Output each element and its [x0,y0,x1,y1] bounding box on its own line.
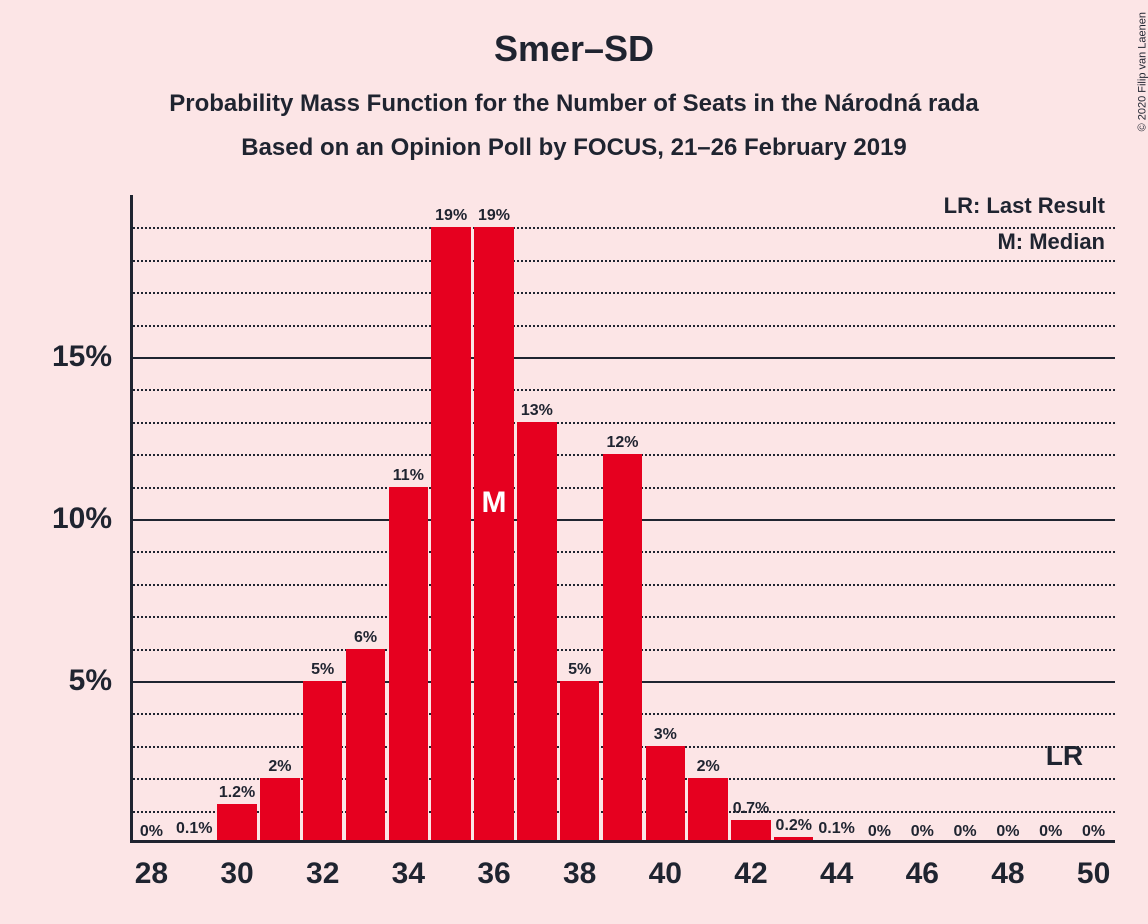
x-axis-tick-label: 46 [906,843,939,891]
bar: 3% [646,746,685,843]
legend: LR: Last Result M: Median [944,193,1105,255]
bar-value-label: 13% [521,402,553,422]
bar-value-label: 0.2% [776,817,812,837]
bar-value-label: 2% [697,758,720,778]
bar: 12% [603,454,642,843]
last-result-marker: LR [1046,740,1083,772]
bar: 5% [303,681,342,843]
bar-value-label: 2% [268,758,291,778]
y-axis-tick-label: 15% [52,340,130,374]
gridline-major [130,357,1115,359]
gridline-minor [130,260,1115,262]
bar: 13% [517,422,556,843]
chart-subtitle-2: Based on an Opinion Poll by FOCUS, 21–26… [0,118,1148,162]
x-axis-tick-label: 38 [563,843,596,891]
x-axis-tick-label: 50 [1077,843,1110,891]
y-axis-tick-label: 10% [52,502,130,536]
chart-plot-area: 5%10%15%0%0.1%1.2%2%5%6%11%19%19%M13%5%1… [130,195,1115,843]
chart-subtitle-1: Probability Mass Function for the Number… [0,70,1148,118]
x-axis-tick-label: 48 [991,843,1024,891]
x-axis-tick-label: 42 [734,843,767,891]
bar-value-label: 5% [311,661,334,681]
y-axis-tick-label: 5% [69,664,130,698]
gridline-minor [130,325,1115,327]
x-axis-tick-label: 44 [820,843,853,891]
bar-value-label: 12% [606,434,638,454]
x-axis-tick-label: 34 [392,843,425,891]
bar: 19% [431,227,470,843]
legend-lr: LR: Last Result [944,193,1105,219]
x-axis-tick-label: 28 [135,843,168,891]
bar: 5% [560,681,599,843]
bar-value-label: 5% [568,661,591,681]
bar-value-label: 0.7% [733,800,769,820]
bar-value-label: 6% [354,629,377,649]
y-axis-line [130,195,133,843]
median-marker: M [482,486,507,520]
bar-value-label: 0.1% [176,820,212,840]
bar-value-label: 19% [435,207,467,227]
bar-value-label: 0.1% [818,820,854,840]
gridline-minor [130,422,1115,424]
bar: 2% [260,778,299,843]
bar: 1.2% [217,804,256,843]
x-axis-line [130,840,1115,843]
bar: 2% [688,778,727,843]
bar: 6% [346,649,385,843]
bar-value-label: 3% [654,726,677,746]
x-axis-tick-label: 30 [220,843,253,891]
x-axis-tick-label: 40 [649,843,682,891]
bar: 11% [389,487,428,843]
x-axis-tick-label: 32 [306,843,339,891]
chart-title: Smer–SD [0,0,1148,70]
copyright: © 2020 Filip van Laenen [1136,12,1148,131]
bar-value-label: 1.2% [219,784,255,804]
gridline-minor [130,292,1115,294]
bar-value-label: 19% [478,207,510,227]
x-axis-tick-label: 36 [477,843,510,891]
legend-m: M: Median [944,229,1105,255]
bar-value-label: 11% [393,467,424,487]
gridline-minor [130,389,1115,391]
bar: 19%M [474,227,513,843]
